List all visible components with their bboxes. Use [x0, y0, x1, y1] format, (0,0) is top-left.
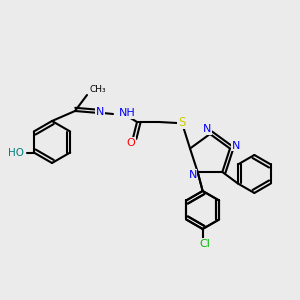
Text: O: O	[127, 138, 135, 148]
Text: CH₃: CH₃	[89, 85, 106, 94]
Text: N: N	[232, 140, 240, 151]
Text: Cl: Cl	[199, 239, 210, 249]
Text: N: N	[188, 170, 197, 180]
Text: N: N	[203, 124, 211, 134]
Text: HO: HO	[8, 148, 24, 158]
Text: NH: NH	[119, 108, 136, 118]
Text: N: N	[96, 107, 104, 117]
Text: S: S	[178, 116, 185, 128]
